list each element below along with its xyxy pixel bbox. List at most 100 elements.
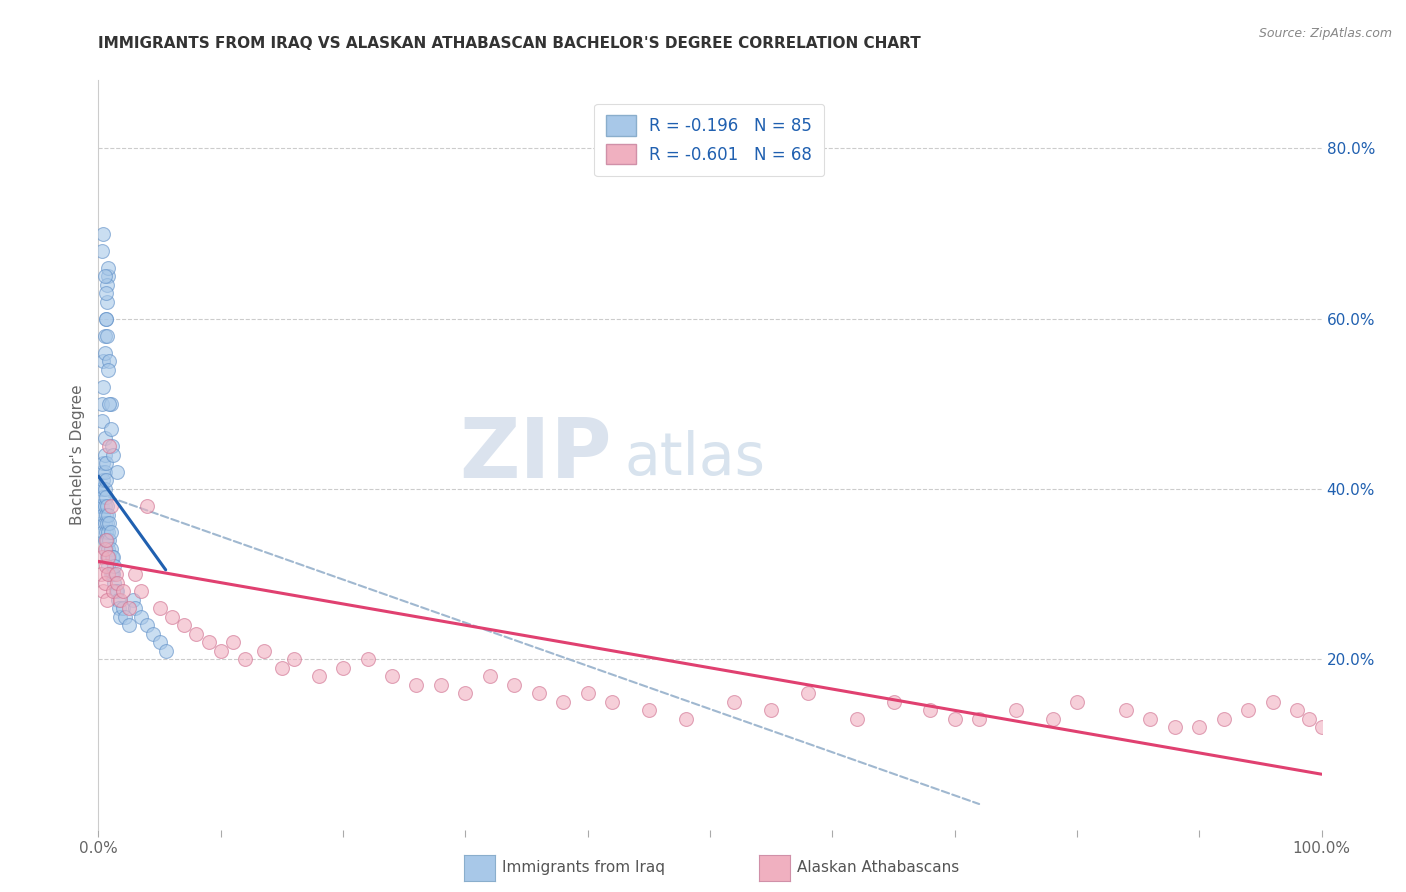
Point [252, 644, 274, 658]
Text: Source: ZipAtlas.com: Source: ZipAtlas.com [1258, 27, 1392, 40]
Point [104, 584, 127, 599]
Point [96, 499, 118, 513]
Point [1042, 712, 1064, 726]
Text: Immigrants from Iraq: Immigrants from Iraq [502, 861, 665, 875]
Text: Alaskan Athabascans: Alaskan Athabascans [797, 861, 959, 875]
Point [96, 592, 118, 607]
Point [98, 550, 121, 565]
Point [118, 618, 141, 632]
Point [101, 448, 124, 462]
Point [124, 601, 146, 615]
Point [93, 516, 115, 530]
Point [121, 592, 143, 607]
Point [94, 558, 117, 573]
Point [270, 661, 294, 675]
Point [637, 703, 661, 717]
Point [101, 567, 124, 582]
Point [97, 260, 120, 275]
Point [91, 524, 114, 539]
Point [96, 550, 118, 565]
Point [91, 465, 114, 479]
Text: IMMIGRANTS FROM IRAQ VS ALASKAN ATHABASCAN BACHELOR'S DEGREE CORRELATION CHART: IMMIGRANTS FROM IRAQ VS ALASKAN ATHABASC… [98, 36, 921, 51]
Point [93, 482, 115, 496]
Point [173, 618, 195, 632]
Point [797, 686, 820, 700]
Point [97, 508, 120, 522]
Point [90, 499, 112, 513]
Point [94, 311, 117, 326]
Point [93, 431, 115, 445]
Point [155, 644, 177, 658]
Point [761, 703, 783, 717]
Point [197, 635, 219, 649]
Point [96, 516, 118, 530]
Point [91, 244, 114, 258]
Point [723, 695, 745, 709]
Point [91, 491, 114, 505]
Point [186, 626, 208, 640]
Point [91, 380, 114, 394]
Point [111, 601, 134, 615]
Point [149, 635, 172, 649]
Point [943, 712, 966, 726]
Point [883, 695, 905, 709]
Point [98, 354, 121, 368]
Point [101, 550, 124, 565]
Point [93, 575, 115, 590]
Point [94, 508, 117, 522]
Point [118, 601, 141, 615]
Point [93, 328, 115, 343]
Point [114, 609, 136, 624]
Point [98, 439, 121, 453]
Point [100, 567, 122, 582]
Point [101, 584, 124, 599]
Point [136, 499, 159, 513]
Point [100, 397, 122, 411]
Point [104, 567, 127, 582]
Point [356, 652, 378, 666]
Point [100, 524, 122, 539]
Point [89, 499, 111, 513]
Point [1237, 703, 1260, 717]
Point [91, 457, 114, 471]
Point [503, 678, 526, 692]
Point [91, 499, 114, 513]
Point [91, 414, 114, 428]
Point [96, 294, 118, 309]
Point [90, 482, 112, 496]
Point [98, 516, 121, 530]
Point [91, 354, 114, 368]
Point [600, 695, 623, 709]
Point [97, 541, 120, 556]
Point [91, 474, 114, 488]
Point [110, 592, 132, 607]
Point [160, 609, 183, 624]
Point [100, 541, 122, 556]
Point [129, 609, 152, 624]
Point [93, 269, 115, 284]
Point [103, 558, 125, 573]
Point [91, 516, 114, 530]
Point [93, 345, 115, 359]
Point [94, 286, 117, 301]
Point [222, 635, 245, 649]
Point [90, 567, 112, 582]
Point [1286, 703, 1309, 717]
Point [430, 678, 453, 692]
Point [94, 533, 117, 547]
Point [94, 474, 117, 488]
Point [101, 567, 124, 582]
Point [105, 465, 128, 479]
Point [308, 669, 330, 683]
Point [105, 575, 128, 590]
Point [1139, 712, 1161, 726]
Point [101, 439, 124, 453]
Point [97, 524, 120, 539]
Point [124, 567, 146, 582]
Point [100, 422, 122, 436]
Point [93, 465, 115, 479]
Point [527, 686, 550, 700]
Point [1298, 712, 1320, 726]
Point [96, 328, 118, 343]
Point [478, 669, 501, 683]
